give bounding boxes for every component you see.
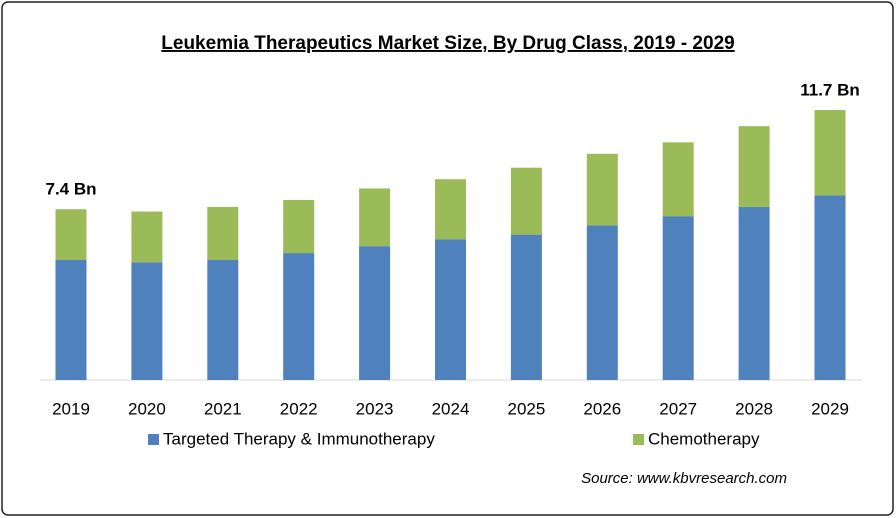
total-label: 11.7 Bn xyxy=(800,80,860,99)
x-tick-label: 2019 xyxy=(52,399,90,418)
legend-swatch xyxy=(633,434,644,445)
x-tick-label: 2022 xyxy=(280,399,318,418)
bar-segment xyxy=(586,153,618,226)
chart-title: Leukemia Therapeutics Market Size, By Dr… xyxy=(161,33,734,54)
x-tick-label: 2021 xyxy=(204,399,242,418)
bar-segment xyxy=(510,234,542,380)
x-tick-label: 2020 xyxy=(128,399,166,418)
source: Source: www.kbvresearch.com xyxy=(581,470,787,487)
bar-segment xyxy=(435,239,466,380)
bar-segment xyxy=(359,188,391,247)
bar-segment xyxy=(738,206,770,380)
bar-segment xyxy=(283,200,315,254)
bar-segment xyxy=(283,253,315,380)
bar-segment xyxy=(207,260,239,380)
bar-segment xyxy=(55,260,87,380)
bar-segment xyxy=(55,209,87,260)
legend-label: Targeted Therapy & Immunotherapy xyxy=(163,429,435,448)
x-tick-label: 2024 xyxy=(432,399,470,418)
x-tick-label: 2023 xyxy=(356,399,394,418)
bar-segment xyxy=(359,246,391,380)
bar-segment xyxy=(435,179,466,240)
legend-swatch xyxy=(148,434,159,445)
bar-segment xyxy=(207,206,239,260)
bar-segment xyxy=(510,167,542,235)
bar-segment xyxy=(662,142,694,217)
bar-segment xyxy=(814,110,846,196)
x-tick-label: 2025 xyxy=(507,399,545,418)
total-label: 7.4 Bn xyxy=(45,180,96,199)
bar-segment xyxy=(738,126,770,207)
x-tick-label: 2026 xyxy=(583,399,621,418)
bar-segment xyxy=(131,211,163,263)
x-tick-label: 2027 xyxy=(659,399,697,418)
bar-segment xyxy=(131,262,163,380)
bar-segment xyxy=(586,225,618,380)
bar-segment xyxy=(662,216,694,380)
x-tick-label: 2028 xyxy=(735,399,773,418)
x-tick-label: 2029 xyxy=(811,399,849,418)
legend-label: Chemotherapy xyxy=(648,429,760,448)
bar-segment xyxy=(814,195,846,380)
